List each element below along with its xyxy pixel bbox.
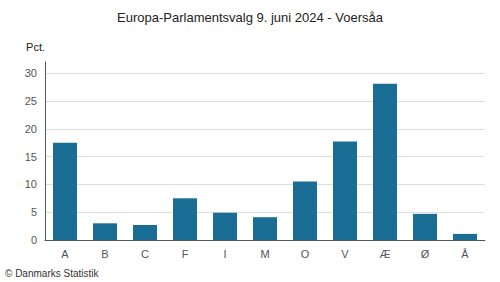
svg-text:O: O — [301, 248, 310, 260]
svg-text:Pct.: Pct. — [26, 41, 45, 53]
svg-text:M: M — [260, 248, 269, 260]
svg-text:B: B — [101, 248, 108, 260]
svg-text:© Danmarks Statistik: © Danmarks Statistik — [5, 268, 100, 279]
svg-text:Ø: Ø — [421, 248, 430, 260]
svg-text:C: C — [141, 248, 149, 260]
svg-text:Å: Å — [461, 248, 469, 260]
svg-text:F: F — [182, 248, 189, 260]
svg-text:20: 20 — [25, 123, 37, 135]
svg-text:25: 25 — [25, 95, 37, 107]
svg-text:Æ: Æ — [380, 248, 391, 260]
svg-text:A: A — [61, 248, 69, 260]
svg-text:V: V — [341, 248, 349, 260]
svg-text:Europa-Parlamentsvalg 9. juni: Europa-Parlamentsvalg 9. juni 2024 - Voe… — [117, 10, 384, 25]
svg-text:30: 30 — [25, 67, 37, 79]
svg-text:10: 10 — [25, 178, 37, 190]
svg-text:5: 5 — [31, 206, 37, 218]
svg-text:15: 15 — [25, 151, 37, 163]
svg-text:0: 0 — [31, 234, 37, 246]
svg-text:I: I — [223, 248, 226, 260]
